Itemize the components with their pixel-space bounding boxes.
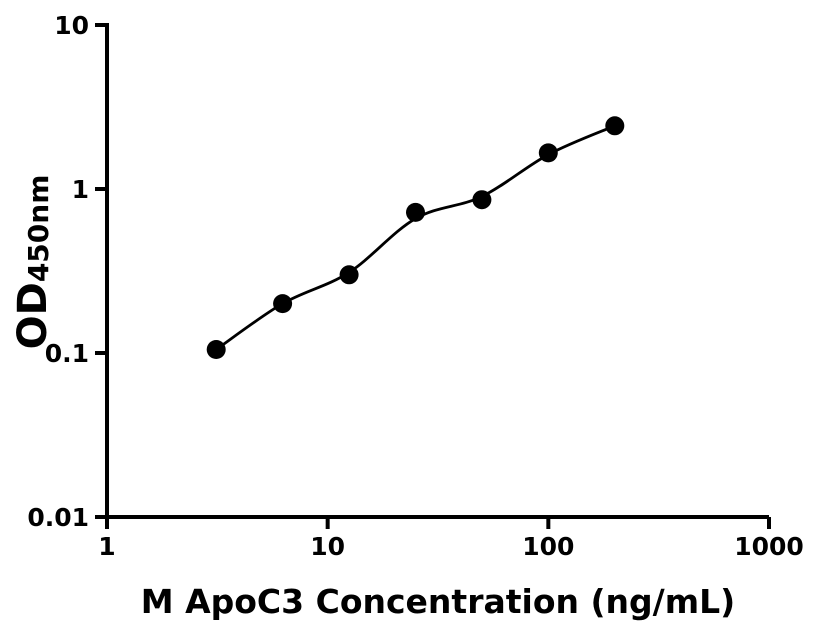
data-point	[273, 294, 293, 314]
data-point	[206, 340, 226, 359]
data-point	[538, 143, 558, 163]
y-axis-title: OD450nm	[10, 162, 56, 362]
tick-labels-layer: 0.01 0.1 1 10 1 10 100 1000	[27, 11, 803, 561]
y-tick-label: 0.1	[45, 339, 89, 368]
data-point	[605, 116, 625, 136]
data-point	[339, 265, 359, 285]
data-points-layer	[206, 116, 625, 359]
x-tick-label: 10	[310, 532, 345, 561]
x-axis-title: M ApoC3 Concentration (ng/mL)	[140, 582, 736, 621]
x-tick-label: 1	[98, 532, 115, 561]
x-tick-label: 100	[522, 532, 574, 561]
y-axis-title-subscript: 450nm	[22, 174, 55, 283]
x-tick-label: 1000	[734, 532, 804, 561]
data-point	[406, 202, 425, 222]
y-tick-label: 1	[72, 175, 89, 204]
y-axis-title-main: OD	[10, 282, 56, 350]
data-point	[472, 190, 492, 210]
axes	[95, 23, 771, 529]
y-tick-label: 10	[54, 11, 89, 40]
axis-spines	[105, 23, 769, 519]
y-tick-label: 0.01	[27, 503, 89, 532]
